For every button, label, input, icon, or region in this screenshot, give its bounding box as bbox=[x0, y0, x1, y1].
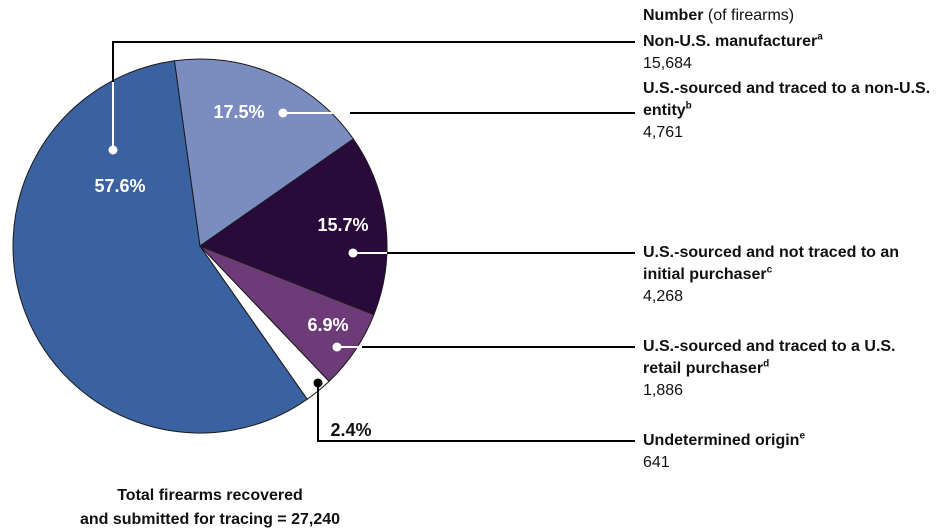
note-line: Total firearms recovered bbox=[117, 487, 303, 504]
legend-superscript: d bbox=[763, 358, 770, 370]
leader-line bbox=[317, 383, 635, 442]
value-label: 15.7% bbox=[317, 215, 368, 235]
leader-dot bbox=[313, 378, 323, 388]
legend-entry: U.S.-sourced and not traced to an initia… bbox=[643, 242, 935, 308]
leader-dot bbox=[348, 248, 358, 258]
legend-entry: U.S.-sourced and traced to a U.S. retail… bbox=[643, 336, 935, 402]
count-label: 4,761 bbox=[643, 124, 684, 141]
legend-entry: Undetermined origine 641 bbox=[643, 430, 935, 474]
legend-header: Number (of firearms) bbox=[643, 5, 935, 27]
count-label: 641 bbox=[643, 454, 670, 471]
leader-dot bbox=[332, 342, 342, 352]
legend-label: Undetermined origin bbox=[643, 432, 800, 449]
legend-name: U.S.-sourced and not traced to an initia… bbox=[643, 242, 935, 286]
pie-slice bbox=[12, 60, 308, 434]
leader-line bbox=[112, 41, 635, 82]
legend-name: U.S.-sourced and traced to a U.S. retail… bbox=[643, 336, 935, 380]
leader-dot bbox=[278, 108, 288, 118]
legend-superscript: e bbox=[799, 430, 806, 442]
legend-name: Non-U.S. manufacturera bbox=[643, 31, 935, 53]
legend-name: U.S.-sourced and traced to a non-U.S. en… bbox=[643, 78, 935, 122]
legend-label: Non-U.S. manufacturer bbox=[643, 33, 818, 50]
leader-dot bbox=[108, 145, 118, 155]
legend-label: U.S.-sourced and traced to a non-U.S. en… bbox=[643, 80, 931, 119]
legend-name: Undetermined origine bbox=[643, 430, 935, 452]
count-label: 15,684 bbox=[643, 55, 692, 72]
pie-slice bbox=[198, 138, 388, 316]
value-label: 2.4% bbox=[330, 420, 371, 440]
count-label: 1,886 bbox=[643, 382, 684, 399]
legend-superscript: c bbox=[766, 264, 773, 276]
legend-entry: Non-U.S. manufacturera 15,684 bbox=[643, 31, 935, 75]
legend-title: Number bbox=[643, 7, 704, 24]
note-line: and submitted for tracing = 27,240 bbox=[79, 511, 341, 528]
note: Total firearms recovered and submitted f… bbox=[40, 484, 380, 531]
value-label: 17.5% bbox=[213, 102, 264, 122]
legend-label: U.S.-sourced and traced to a U.S. retail… bbox=[643, 338, 896, 377]
value-label: 6.9% bbox=[307, 315, 348, 335]
count-label: 4,268 bbox=[643, 288, 684, 305]
legend-label: U.S.-sourced and not traced to an initia… bbox=[643, 244, 900, 283]
legend-subtitle: (of firearms) bbox=[707, 7, 795, 24]
legend-superscript: a bbox=[817, 31, 823, 43]
legend-superscript: b bbox=[685, 100, 692, 112]
pie-slice bbox=[173, 58, 355, 247]
value-label: 57.6% bbox=[94, 176, 145, 196]
legend-entry: U.S.-sourced and traced to a non-U.S. en… bbox=[643, 78, 935, 144]
